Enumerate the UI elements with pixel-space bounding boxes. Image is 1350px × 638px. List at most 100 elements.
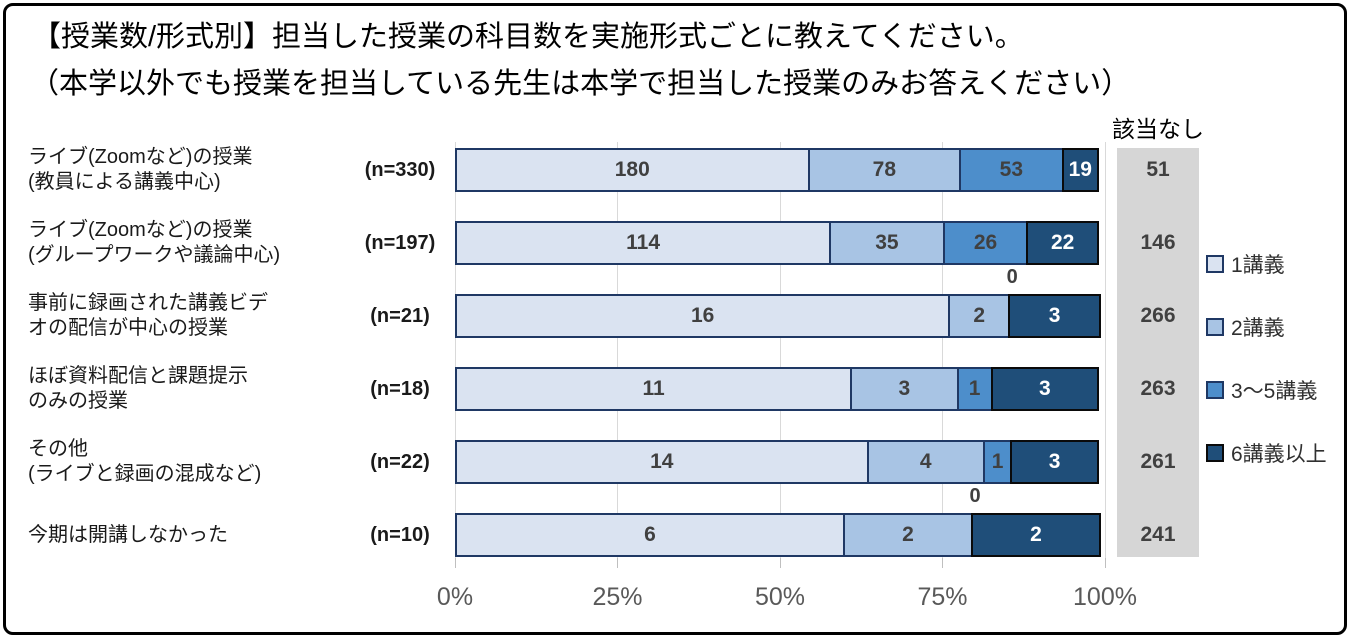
stacked-bar: 14 4 1 3: [455, 440, 1099, 484]
category-label: ライブ(Zoomなど)の授業 (グループワークや議論中心): [28, 219, 353, 266]
na-value: 146: [1140, 231, 1176, 254]
axis-tick: [779, 558, 781, 568]
gridline: [617, 142, 618, 568]
sample-size-label: (n=18): [370, 377, 430, 400]
gridline: [942, 142, 943, 568]
axis-tick: [454, 558, 456, 568]
category-label: ほぼ資料配信と課題提示 のみの授業: [28, 365, 353, 412]
segment-value: 19: [1068, 158, 1092, 181]
na-value: 241: [1140, 523, 1176, 546]
stacked-bar: 6 2 2: [455, 513, 1101, 557]
category-label: 事前に録画された講義ビデ オの配信が中心の授業: [28, 292, 353, 339]
bar-segment: 2: [948, 294, 1011, 338]
bar-segment: 11: [455, 367, 853, 411]
legend-swatch: [1206, 444, 1224, 462]
na-column-background: [1117, 148, 1199, 557]
sample-size-label: (n=21): [370, 304, 430, 327]
segment-value: 1: [991, 450, 1004, 473]
zero-value-label: 0: [969, 485, 981, 507]
segment-value: 3: [1048, 450, 1061, 473]
category-label-line: ライブ(Zoomなど)の授業: [28, 146, 253, 168]
x-axis-tick-label: 0%: [436, 583, 474, 611]
na-value: 261: [1140, 450, 1176, 473]
legend-label: 1講義: [1231, 254, 1285, 277]
stacked-bar: 180 78 53 19: [455, 148, 1099, 192]
bar-segment: 22: [1026, 221, 1099, 265]
x-axis-tick-label: 25%: [592, 583, 643, 611]
category-label-line: 事前に録画された講義ビデ: [28, 292, 268, 314]
bar-segment: 180: [455, 148, 810, 192]
category-label-line: ライブ(Zoomなど)の授業: [28, 219, 253, 241]
segment-value: 11: [642, 377, 665, 400]
na-value: 51: [1146, 158, 1170, 181]
x-axis-tick-label: 50%: [754, 583, 806, 611]
bar-segment: 35: [829, 221, 945, 265]
bar-segment: 2: [971, 513, 1101, 557]
bar-segment: 19: [1061, 148, 1099, 192]
bar-segment: 2: [843, 513, 973, 557]
bar-segment: 53: [959, 148, 1064, 192]
na-value: 263: [1140, 377, 1176, 400]
category-label: その他 (ライブと録画の混成など): [28, 438, 353, 485]
category-label-line: オの配信が中心の授業: [28, 317, 228, 339]
legend-swatch: [1206, 381, 1224, 399]
bar-segment: 1: [956, 367, 993, 411]
x-axis-tick-label: 100%: [1073, 583, 1137, 611]
legend-item: 6講義以上: [1206, 438, 1327, 468]
gridline: [1104, 142, 1106, 568]
legend-swatch: [1206, 318, 1224, 336]
chart-subtitle: （本学以外でも授業を担当している先生は本学で担当した授業のみお答えください）: [30, 68, 1131, 100]
legend-label: 6講義以上: [1231, 443, 1327, 466]
bar-segment: 3: [1008, 294, 1101, 338]
segment-value: 35: [875, 231, 899, 254]
axis-tick: [942, 558, 943, 568]
legend-label: 3〜5講義: [1231, 380, 1318, 403]
segment-value: 26: [973, 231, 998, 254]
category-label-line: (教員による講義中心): [28, 171, 221, 193]
category-label: ライブ(Zoomなど)の授業 (教員による講義中心): [28, 146, 353, 193]
segment-value: 78: [872, 158, 897, 181]
segment-value: 22: [1051, 231, 1075, 254]
na-column-header: 該当なし: [1112, 116, 1204, 142]
bar-segment: 16: [455, 294, 951, 338]
bar-segment: 14: [455, 440, 869, 484]
segment-value: 1: [968, 377, 981, 400]
sample-size-label: (n=10): [370, 523, 430, 546]
bar-segment: 78: [807, 148, 962, 192]
bar-segment: 3: [850, 367, 959, 411]
segment-value: 2: [973, 304, 986, 327]
category-label-line: (グループワークや議論中心): [28, 244, 281, 266]
bar-segment: 26: [942, 221, 1029, 265]
axis-tick: [1104, 558, 1106, 568]
legend-item: 3〜5講義: [1206, 375, 1327, 405]
category-label-line: その他: [28, 438, 88, 460]
segment-value: 53: [999, 158, 1024, 181]
sample-size-label: (n=22): [370, 450, 430, 473]
segment-value: 114: [626, 231, 661, 254]
gridline: [779, 142, 781, 568]
segment-value: 6: [644, 523, 656, 546]
chart-title: 【授業数/形式別】担当した授業の科目数を実施形式ごとに教えてください。: [32, 21, 1024, 53]
legend-item: 1講義: [1206, 249, 1327, 279]
segment-value: 14: [650, 450, 674, 473]
bar-segment: 6: [455, 513, 845, 557]
stacked-bar: 16 2 3: [455, 294, 1101, 338]
segment-value: 3: [1048, 304, 1061, 327]
bar-segment: 114: [455, 221, 832, 265]
legend: 1講義 2講義 3〜5講義 6講義以上: [1206, 249, 1327, 468]
segment-value: 4: [919, 450, 932, 473]
sample-size-label: (n=197): [364, 231, 436, 254]
category-label-line: ほぼ資料配信と課題提示: [28, 365, 248, 387]
category-label: 今期は開講しなかった: [28, 513, 353, 557]
legend-label: 2講義: [1231, 317, 1285, 340]
segment-value: 3: [1038, 377, 1051, 400]
segment-value: 180: [614, 158, 650, 181]
sample-size-label: (n=330): [364, 158, 436, 181]
stacked-bar: 114 35 26 22: [455, 221, 1099, 265]
bar-segment: 1: [982, 440, 1013, 484]
x-axis-tick-label: 75%: [917, 583, 968, 611]
bar-segment: 3: [1010, 440, 1099, 484]
zero-value-label: 0: [1006, 266, 1018, 288]
